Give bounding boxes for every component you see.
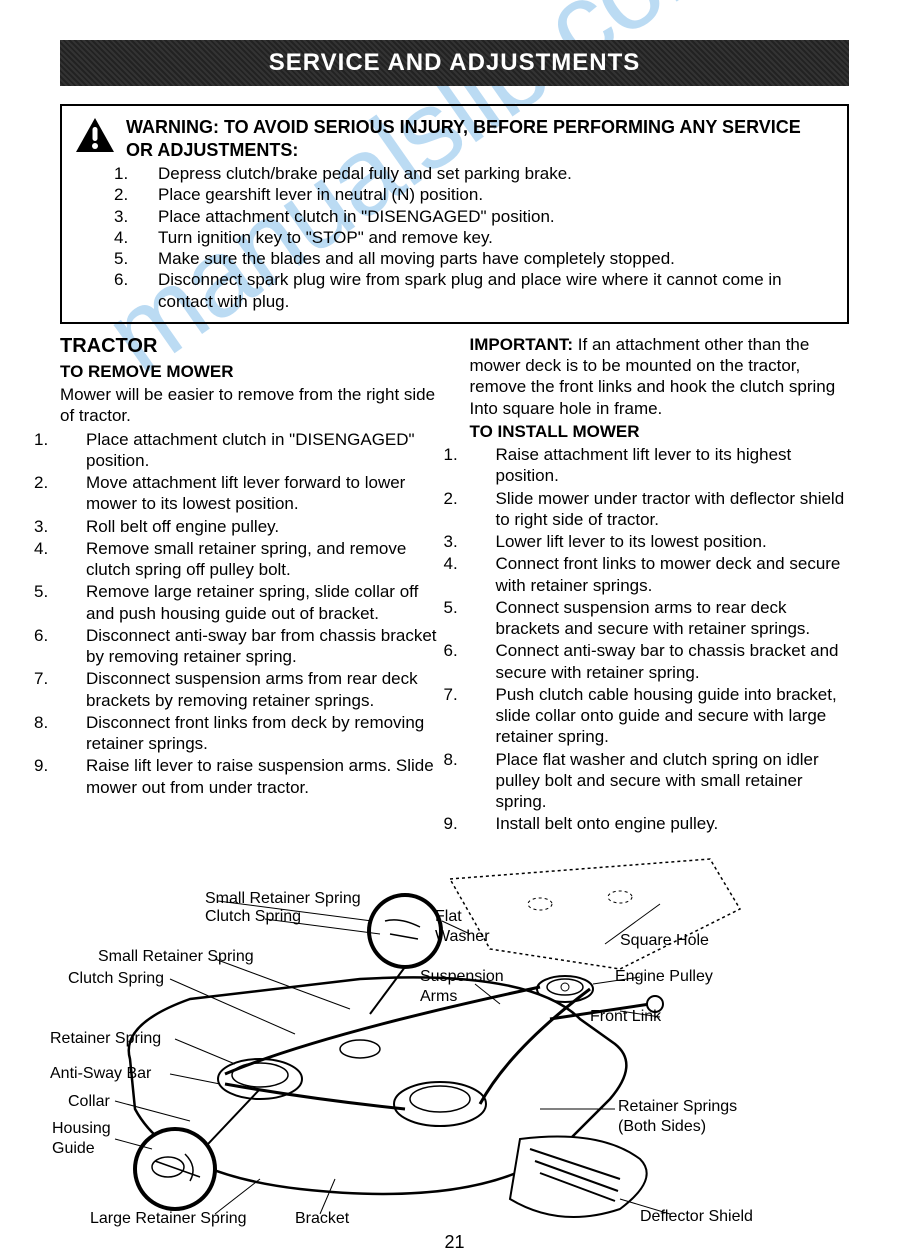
label-large-retainer-spring: Large Retainer Spring [90,1209,247,1229]
label-small-retainer-spring: Small Retainer Spring [205,889,361,909]
warning-item: Make sure the blades and all moving part… [158,249,675,268]
warning-title: WARNING: TO AVOID SERIOUS INJURY, BEFORE… [126,116,831,161]
step-text: Remove large retainer spring, slide coll… [86,582,418,622]
warning-item: Disconnect spark plug wire from spark pl… [158,270,782,310]
label-deflector-shield: Deflector Shield [640,1207,753,1227]
step-text: Disconnect suspension arms from rear dec… [86,669,418,709]
label-engine-pulley: Engine Pulley [615,967,713,987]
right-column: IMPORTANT: If an attachment other than t… [470,334,850,835]
warning-item: Place attachment clutch in "DISENGAGED" … [158,207,555,226]
step-text: Slide mower under tractor with deflec­to… [496,489,845,529]
label-suspension-arms: Suspension Arms [420,967,504,1007]
step-text: Place attachment clutch in "DISEN­GAGED"… [86,430,415,470]
section-header: SERVICE AND ADJUSTMENTS [60,40,849,86]
step-text: Connect front links to mower deck and se… [496,554,841,594]
step-text: Raise attachment lift lever to its highe… [496,445,792,485]
install-steps: 1.Raise attachment lift lever to its hig… [470,444,850,835]
remove-intro: Mower will be easier to remove from the … [60,384,440,427]
warning-item: Turn ignition key to "STOP" and remove k… [158,228,493,247]
label-retainer-springs-both: Retainer Springs (Both Sides) [618,1097,737,1137]
remove-steps: 1.Place attachment clutch in "DISEN­GAGE… [60,429,440,798]
important-label: IMPORTANT: [470,335,574,354]
label-square-hole: Square Hole [620,931,709,951]
step-text: Move attachment lift lever forward to lo… [86,473,405,513]
important-note: IMPORTANT: If an attachment other than t… [470,334,850,419]
label-retainer-spring: Retainer Spring [50,1029,161,1049]
label-bracket: Bracket [295,1209,349,1229]
warning-list: 1.Depress clutch/brake pedal fully and s… [74,163,831,312]
label-collar: Collar [68,1092,110,1112]
mower-diagram: Small Retainer Spring Clutch Spring Smal… [60,849,850,1239]
remove-mower-title: TO REMOVE MOWER [60,361,440,382]
step-text: Disconnect anti-sway bar from chassis br… [86,626,437,666]
label-anti-sway-bar: Anti-Sway Bar [50,1064,151,1084]
left-column: TRACTOR TO REMOVE MOWER Mower will be ea… [60,334,440,835]
warning-box: WARNING: TO AVOID SERIOUS INJURY, BEFORE… [60,104,849,324]
step-text: Connect anti-sway bar to chassis bracket… [496,641,839,681]
step-text: Disconnect front links from deck by remo… [86,713,424,753]
tractor-title: TRACTOR [60,334,440,359]
warning-icon [74,116,116,159]
label-housing-guide: Housing Guide [52,1119,111,1159]
warning-item: Depress clutch/brake pedal fully and set… [158,164,572,183]
label-front-link: Front Link [590,1007,661,1027]
step-text: Roll belt off engine pulley. [86,517,279,536]
step-text: Place flat washer and clutch spring on i… [496,750,819,812]
label-flat-washer: Flat Washer [435,907,490,947]
label-clutch-spring: Clutch Spring [205,907,301,927]
step-text: Raise lift lever to raise suspension arm… [86,756,434,796]
step-text: Connect suspension arms to rear deck bra… [496,598,811,638]
label-small-retainer-spring-2: Small Retainer Spring [98,947,254,967]
step-text: Lower lift lever to its lowest position. [496,532,767,551]
step-text: Remove small retainer spring, and remove… [86,539,406,579]
label-clutch-spring-2: Clutch Spring [68,969,164,989]
install-mower-title: TO INSTALL MOWER [470,421,850,442]
step-text: Push clutch cable housing guide into bra… [496,685,837,747]
warning-item: Place gearshift lever in neutral (N) pos… [158,185,483,204]
step-text: Install belt onto engine pulley. [496,814,719,833]
body-columns: TRACTOR TO REMOVE MOWER Mower will be ea… [60,334,849,835]
